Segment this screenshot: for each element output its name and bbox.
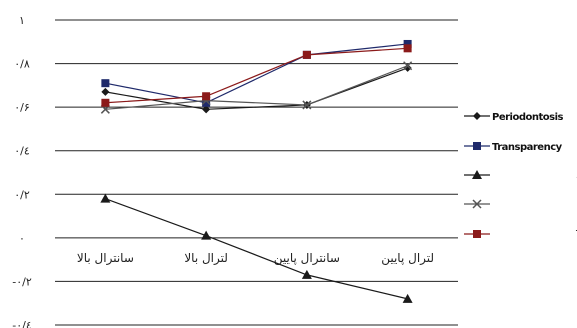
data-point <box>100 193 111 203</box>
series <box>100 61 413 114</box>
x-category-label: سانترال پایین <box>274 251 340 266</box>
y-tick-label: ۰/۲ <box>14 188 30 201</box>
series <box>101 39 412 107</box>
data-point <box>403 61 413 71</box>
gridlines <box>55 19 458 326</box>
series-line <box>105 65 408 110</box>
data-point <box>302 100 312 110</box>
x-category-label: سانترال بالا <box>77 251 134 266</box>
legend-entry: Transparency <box>464 142 563 153</box>
data-point <box>402 293 413 303</box>
legend-label: Periodontosis <box>492 112 564 123</box>
data-point <box>403 44 412 53</box>
y-axis-ticks: ۱ ۰/۸ ۰/۶ ۰/٤ ۰/۲ ۰ -۰/۲ -۰/٤ <box>12 14 32 328</box>
legend-entry: شاخص P <box>464 198 577 211</box>
x-axis-category-labels: سانترال بالا لترال بالا سانترال پایین لترال… <box>77 251 434 266</box>
data-point <box>473 142 481 150</box>
series <box>100 193 413 303</box>
y-tick-label: ۰/۶ <box>14 101 30 114</box>
data-point <box>301 269 312 279</box>
data-point <box>202 98 211 107</box>
legend-entry: شاخص T <box>464 228 577 241</box>
data-point <box>473 230 481 238</box>
data-point <box>101 87 110 96</box>
data-point <box>101 79 110 88</box>
data-point <box>403 39 412 48</box>
y-tick-label: ۱ <box>19 14 25 27</box>
y-tick-label: -۰/۲ <box>12 275 32 288</box>
series-line <box>105 198 408 300</box>
series <box>101 44 412 107</box>
x-category-label: لترال بالا <box>184 251 228 266</box>
data-point <box>472 170 482 179</box>
legend: Periodontosis Transparency طول ریشه شاخص P ش… <box>464 112 577 241</box>
y-tick-label: -۰/٤ <box>12 319 32 328</box>
y-tick-label: ۰/٤ <box>14 145 30 158</box>
data-point <box>101 98 110 107</box>
legend-label: شاخص T <box>575 228 577 241</box>
data-point <box>202 92 211 101</box>
legend-label: Transparency <box>492 142 563 153</box>
x-category-label: لترال پایین <box>381 251 434 266</box>
legend-entry: Periodontosis <box>464 112 564 123</box>
y-tick-label: ۰/۸ <box>14 58 30 71</box>
y-tick-label: ۰ <box>19 232 25 245</box>
data-point <box>473 112 481 120</box>
data-point <box>201 230 212 240</box>
series-line <box>105 47 408 104</box>
series-line <box>105 67 408 110</box>
data-point <box>202 105 211 114</box>
series-lines <box>100 39 413 303</box>
data-point <box>472 199 482 209</box>
series-line <box>105 43 408 104</box>
legend-entry: طول ریشه <box>464 169 577 182</box>
data-point <box>302 50 311 59</box>
